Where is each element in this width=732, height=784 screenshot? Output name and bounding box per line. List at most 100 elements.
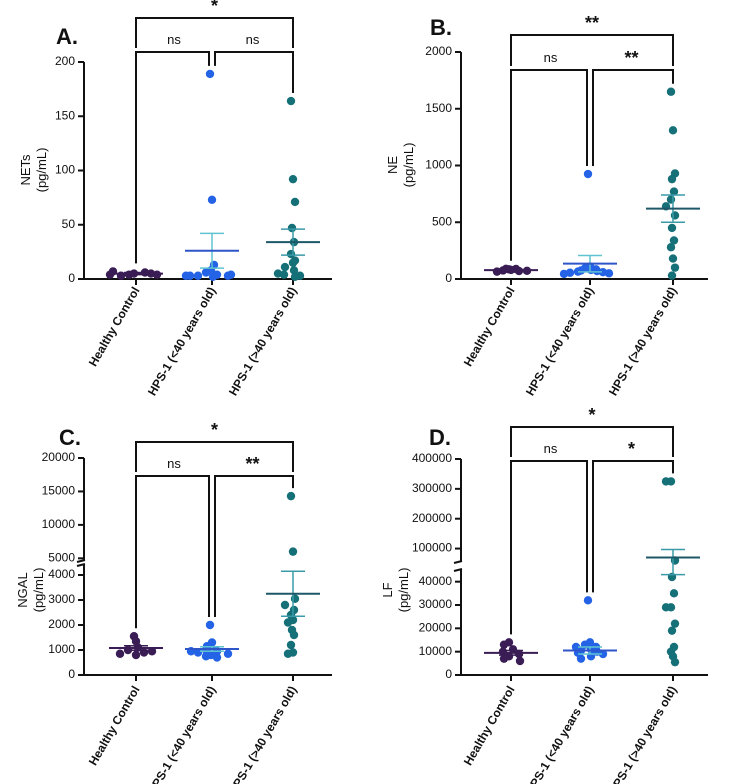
data-point (288, 547, 298, 556)
y-axis-unit: (pg/mL) (396, 568, 411, 613)
y-tick-label: 1500 (425, 101, 452, 115)
y-tick-label: 1000 (48, 642, 75, 656)
x-tick-label: HPS-1 (>40 years old) (226, 684, 300, 784)
data-point (667, 174, 677, 184)
y-tick-label: 1000 (425, 158, 452, 172)
data-point (205, 69, 215, 79)
significance-label: ns (544, 50, 558, 65)
y-axis-title: NGAL (15, 572, 30, 607)
y-axis-label: NE (pg/mL) (385, 143, 416, 188)
significance-label: * (588, 405, 595, 425)
significance-label: ** (245, 454, 259, 474)
data-point (201, 652, 211, 661)
y-tick-label: 2000 (48, 617, 75, 631)
y-tick-label: 40000 (419, 574, 453, 588)
data-point (668, 126, 678, 135)
data-point (286, 491, 296, 501)
data-point (290, 272, 300, 282)
significance-bracket (135, 475, 210, 629)
y-tick-label: 5000 (48, 550, 75, 564)
data-point (226, 270, 236, 279)
data-point (667, 271, 677, 280)
y-tick-label: 0 (68, 271, 75, 285)
data-point (205, 620, 215, 630)
panel-d: D. 0 10000 20000 30000 40000 100000 200000 30000… (380, 405, 708, 784)
data-point (223, 649, 233, 658)
data-point (280, 600, 290, 610)
data-point (670, 263, 680, 272)
significance-bracket (510, 426, 674, 457)
data-point (669, 589, 679, 598)
data-point (670, 657, 680, 667)
y-axis-unit: (pg/mL) (34, 148, 49, 193)
data-point (604, 269, 614, 278)
data-point (115, 649, 125, 658)
significance-bracket (510, 69, 588, 261)
data-point (667, 626, 677, 635)
y-tick-label: 150 (55, 108, 75, 122)
data-point (583, 596, 593, 605)
significance-label: ** (585, 13, 599, 33)
x-tick-label: HPS-1 (<40 years old) (145, 285, 219, 399)
x-tick-label: HPS-1 (<40 years old) (145, 684, 219, 784)
data-point (286, 96, 296, 106)
significance-label: * (211, 420, 218, 440)
axis-break-mark (453, 560, 463, 564)
y-tick-label: 200000 (412, 511, 452, 525)
x-tick-label: Healthy Control (461, 285, 518, 369)
significance-bracket (510, 34, 674, 66)
data-point (181, 271, 191, 280)
data-point (571, 642, 581, 652)
y-axis-title: NE (385, 156, 400, 174)
data-point (152, 270, 162, 279)
data-point (193, 271, 203, 280)
x-tick-label: HPS-1 (>40 years old) (606, 285, 680, 399)
axis-break-mark (453, 568, 463, 572)
y-tick-label: 0 (445, 271, 452, 285)
data-point (670, 211, 680, 220)
data-point (212, 653, 222, 662)
x-tick-label: Healthy Control (461, 684, 518, 768)
y-axis-label: NETs (pg/mL) (18, 148, 49, 193)
significance-bracket (214, 475, 294, 617)
data-point (667, 223, 677, 233)
data-point (559, 269, 569, 279)
data-point (290, 256, 300, 265)
y-tick-label: 500 (432, 214, 452, 228)
y-tick-label: 400000 (412, 451, 452, 465)
significance-label: ns (167, 32, 181, 47)
data-point (290, 594, 300, 603)
panel-c: C. 0 1000 2000 3000 4000 5000 10000 15000 20000 NG… (15, 420, 332, 784)
y-tick-label: 50 (62, 217, 76, 231)
panel-label: B. (430, 15, 452, 40)
y-axis-label: LF (pg/mL) (380, 568, 411, 613)
significance-label: ns (167, 456, 181, 471)
data-point (147, 647, 157, 656)
significance-label: * (628, 439, 635, 459)
data-point (201, 268, 211, 277)
x-tick-label: Healthy Control (86, 285, 143, 369)
data-point (499, 654, 509, 663)
significance-bracket (135, 17, 294, 48)
data-point (669, 187, 679, 196)
data-point (666, 243, 676, 252)
y-axis-title: LF (380, 582, 395, 597)
y-tick-label: 20000 (42, 450, 76, 464)
data-point (499, 640, 509, 649)
axis-break-mark (76, 559, 86, 563)
data-point (289, 266, 299, 275)
data-point (598, 649, 608, 659)
y-tick-label: 0 (68, 667, 75, 681)
data-point (105, 270, 115, 279)
data-point (492, 267, 502, 276)
y-tick-label: 10000 (419, 644, 453, 658)
data-point (290, 197, 300, 207)
y-tick-label: 0 (445, 667, 452, 681)
y-axis-unit: (pg/mL) (401, 143, 416, 188)
y-tick-label: 30000 (419, 597, 453, 611)
data-point (289, 630, 299, 640)
panel-label: C. (59, 425, 81, 450)
y-axis-unit: (pg/mL) (31, 568, 46, 613)
y-tick-label: 4000 (48, 567, 75, 581)
